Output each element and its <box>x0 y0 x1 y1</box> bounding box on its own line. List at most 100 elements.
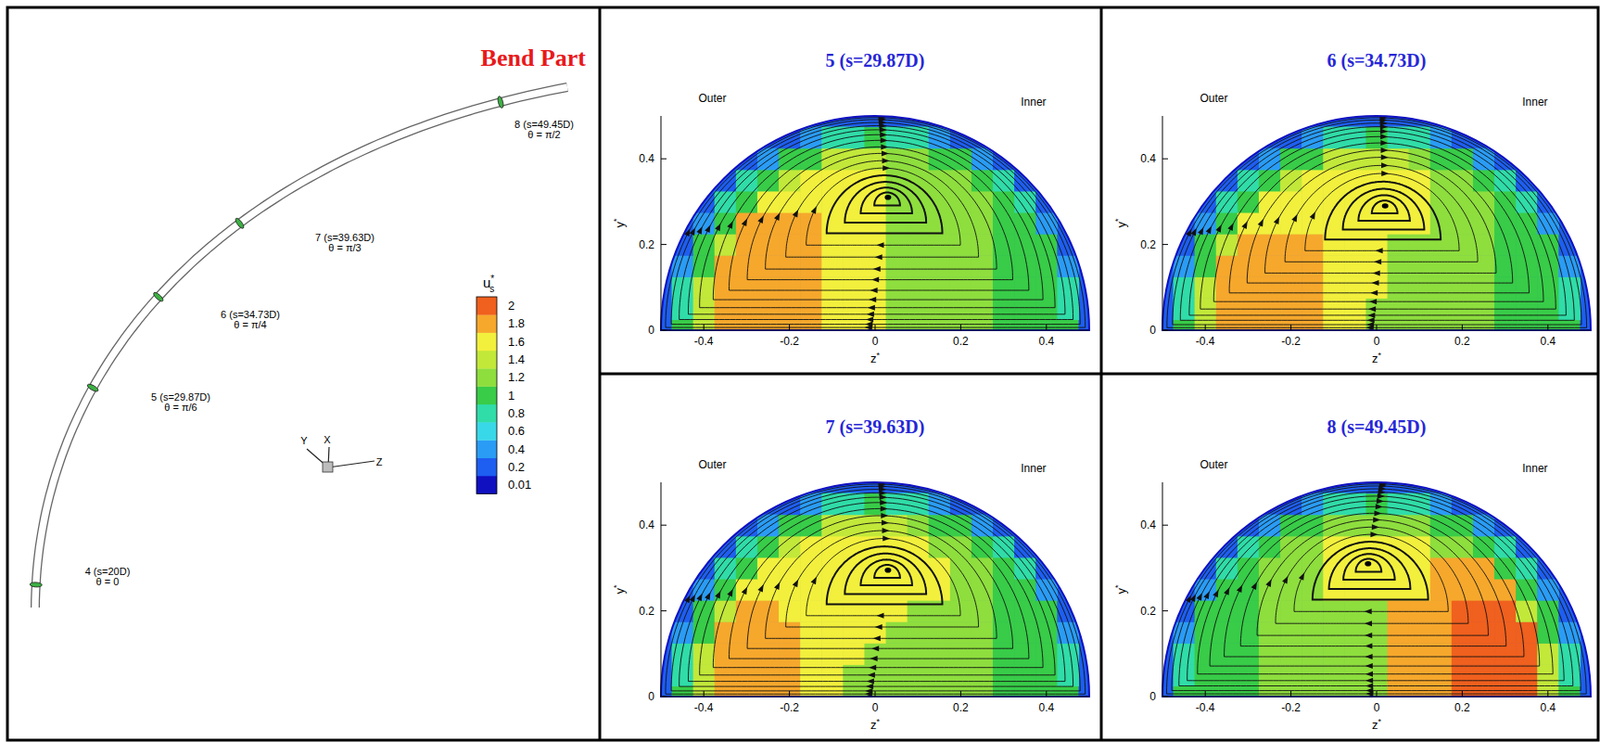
contour-cell <box>886 578 909 601</box>
streamline-arrow <box>1257 218 1264 228</box>
contour-cell <box>757 297 780 320</box>
x-tick <box>703 324 705 331</box>
streamline-arrow <box>1298 571 1305 581</box>
y-axis-title: y* <box>611 217 627 229</box>
y-axis-title-sup: * <box>1113 217 1123 222</box>
streamline <box>1172 119 1582 325</box>
streamline <box>729 507 1029 659</box>
contour-cell <box>1258 254 1282 278</box>
y-tick-label: 0.4 <box>638 152 655 166</box>
pipe-wall <box>35 87 568 608</box>
streamline <box>671 485 1080 691</box>
contour-cell <box>778 557 801 580</box>
contour-cell <box>1056 663 1080 686</box>
streamline <box>1265 157 1497 274</box>
streamline <box>844 181 927 223</box>
contour-cell <box>971 254 994 278</box>
y-tick-label: 0.2 <box>638 604 655 618</box>
contour-cell <box>1014 233 1037 256</box>
y-axis <box>1162 115 1164 331</box>
x-tick-label: -0.2 <box>1281 334 1301 348</box>
triad-label: X <box>323 433 331 445</box>
streamline <box>861 558 913 585</box>
streamline-arrow <box>1206 226 1212 235</box>
contour-cell <box>1365 233 1388 256</box>
streamline-arrow <box>1381 154 1389 161</box>
contour-cell <box>1365 148 1388 171</box>
x-axis-title: z* <box>1371 350 1383 366</box>
contour-cell <box>1365 557 1388 580</box>
plot-area <box>1151 104 1600 342</box>
contour-cell <box>1258 169 1282 192</box>
contour-cell <box>736 621 759 644</box>
contour-cell <box>907 254 930 278</box>
x-tick-label: -0.4 <box>694 700 714 714</box>
contour-cell <box>1430 254 1453 278</box>
contour-cell <box>971 233 994 256</box>
streamline <box>1179 488 1574 686</box>
contour-cell <box>778 621 801 644</box>
contour-cell <box>886 254 909 278</box>
contour-cell <box>693 642 716 665</box>
vortex-center <box>1382 203 1389 209</box>
contour-cell <box>757 535 780 559</box>
contour-cell <box>1473 276 1496 299</box>
streamline-arrow <box>774 212 780 221</box>
streamline-arrow <box>873 266 881 272</box>
contour-cell <box>800 169 823 192</box>
streamline-arrow <box>875 623 883 630</box>
streamline-arrow <box>774 582 780 591</box>
y-tick-label: 0 <box>647 323 655 337</box>
triad-axis <box>328 460 375 468</box>
streamline-arrow <box>867 672 876 678</box>
y-tick-label: 0 <box>1149 323 1156 337</box>
panel-border <box>599 372 1599 376</box>
contour-cell <box>1451 233 1474 256</box>
streamline-arrow <box>1374 509 1383 516</box>
streamline-arrow <box>879 131 888 138</box>
contour-cell <box>1344 621 1367 644</box>
plot-area <box>1151 470 1600 708</box>
contour-cell <box>736 297 759 320</box>
y-tick <box>1162 524 1169 526</box>
streamline-arrow <box>868 664 877 671</box>
contour-cell <box>1365 514 1388 537</box>
panel-title: 5 (s=29.87D) <box>825 50 926 72</box>
streamline-arrow <box>1196 592 1203 601</box>
streamline <box>1180 123 1575 320</box>
streamline <box>1240 512 1506 646</box>
station-section <box>234 216 246 229</box>
contour-cell <box>1301 126 1324 150</box>
contour-cell <box>907 297 930 320</box>
contour-cell <box>714 599 737 623</box>
streamline-arrow <box>871 277 879 283</box>
contour-cell <box>1216 276 1239 299</box>
contour-cell <box>1301 212 1324 235</box>
contour-cell <box>800 621 823 644</box>
streamline-arrow <box>1371 279 1380 286</box>
annotation: Outer <box>698 91 726 105</box>
contour-cell <box>1558 663 1581 686</box>
streamline <box>1257 519 1488 635</box>
contour-cell <box>736 212 759 235</box>
contour-cell <box>1258 621 1282 644</box>
contour-cell <box>821 297 844 320</box>
x-tick-label: 0.2 <box>1454 700 1471 714</box>
contour-cell <box>1216 642 1239 665</box>
annotation: Inner <box>1522 95 1548 109</box>
streamline <box>765 152 997 269</box>
streamline-arrow <box>757 584 763 593</box>
x-tick-label: 0.4 <box>1539 700 1556 714</box>
station-angle: θ = 0 <box>96 575 120 587</box>
streamline <box>1343 189 1425 230</box>
contour-cell <box>1536 663 1560 686</box>
streamline-arrow <box>1367 312 1375 318</box>
streamline-arrow <box>1375 247 1384 254</box>
contour-cell <box>736 557 759 580</box>
contour-cell <box>1173 663 1196 686</box>
colorbar-swatch <box>476 332 497 352</box>
contour-cell <box>886 493 909 516</box>
contour-cell <box>757 621 780 644</box>
streamline-arrow <box>1236 584 1243 594</box>
contour-cell <box>1451 599 1474 623</box>
